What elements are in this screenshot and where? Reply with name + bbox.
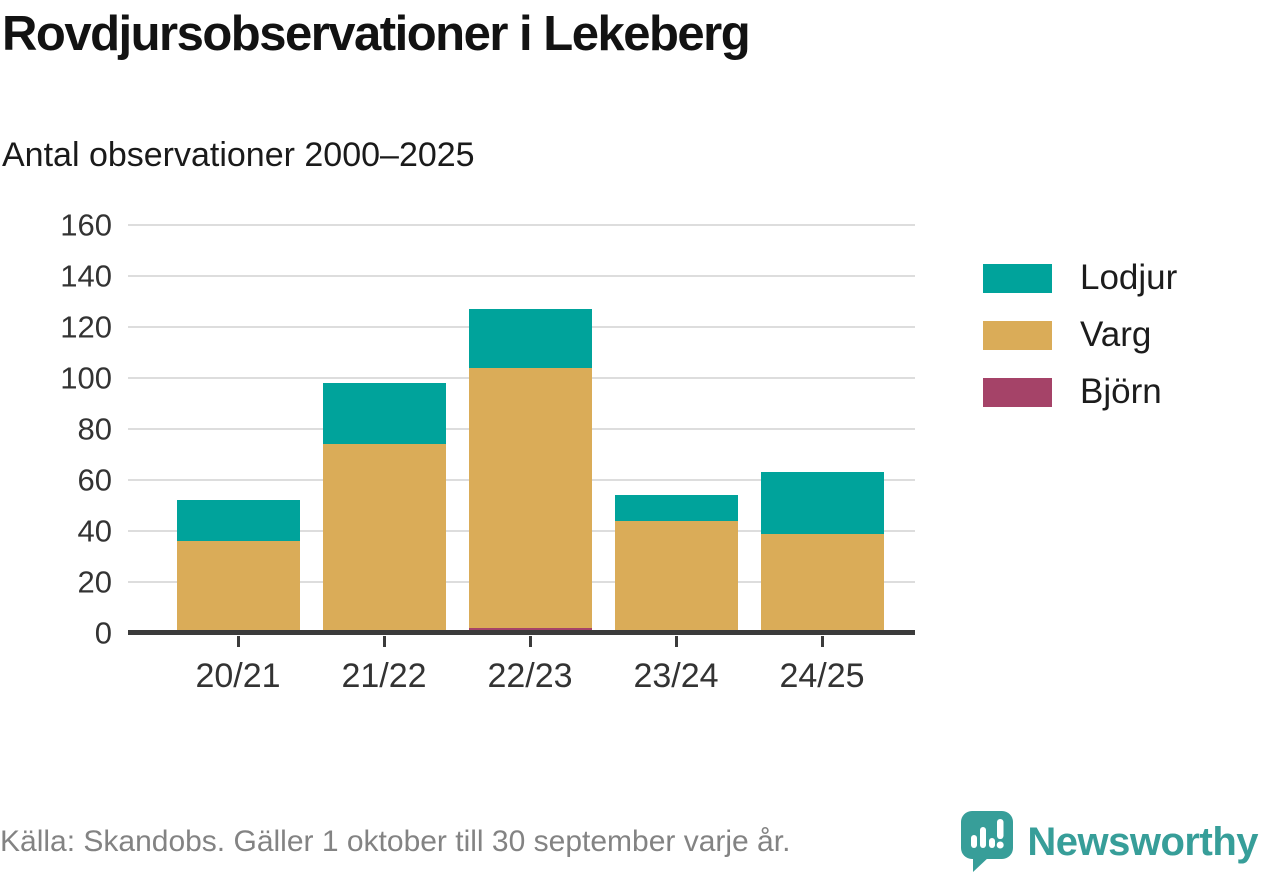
x-axis-tick bbox=[382, 636, 386, 647]
y-tick-label: 40 bbox=[77, 513, 112, 549]
legend-label: Lodjur bbox=[1080, 258, 1178, 297]
x-axis-line bbox=[128, 630, 915, 635]
bar-stack-23-24 bbox=[614, 495, 738, 633]
legend-item-varg: Varg bbox=[983, 315, 1177, 354]
bar-segment-varg bbox=[322, 444, 446, 631]
legend-swatch bbox=[983, 320, 1052, 350]
bar-segment-lodjur bbox=[322, 383, 446, 445]
chart-title: Rovdjursobservationer i Lekeberg bbox=[2, 7, 751, 61]
legend-label: Björn bbox=[1080, 372, 1162, 411]
bar-segment-varg bbox=[760, 533, 884, 633]
bar-segment-lodjur bbox=[760, 472, 884, 534]
x-tick-label: 20/21 bbox=[195, 657, 281, 695]
x-axis-tick bbox=[674, 636, 678, 647]
gridline bbox=[128, 275, 915, 277]
x-axis-labels: 20/21 21/22 22/23 23/24 24/25 bbox=[128, 657, 915, 703]
source-note: Källa: Skandobs. Gäller 1 oktober till 3… bbox=[0, 825, 791, 858]
brand-logo: Newsworthy bbox=[961, 811, 1258, 873]
legend-item-lodjur: Lodjur bbox=[983, 258, 1177, 297]
x-tick-label: 22/23 bbox=[487, 657, 573, 695]
x-axis-tick bbox=[528, 636, 532, 647]
stacked-bar-chart: 0 20 40 60 80 100 120 140 160 20/21 21/22 22/23 23/… bbox=[0, 210, 950, 720]
legend-item-bjorn: Björn bbox=[983, 372, 1177, 411]
bar-segment-varg bbox=[468, 367, 592, 628]
x-tick-label: 21/22 bbox=[341, 657, 427, 695]
legend-label: Varg bbox=[1080, 315, 1152, 354]
bar-stack-21-22 bbox=[322, 383, 446, 633]
y-tick-label: 140 bbox=[60, 258, 112, 294]
y-tick-label: 20 bbox=[77, 564, 112, 600]
bar-segment-lodjur bbox=[176, 500, 300, 542]
footer: Källa: Skandobs. Gäller 1 oktober till 3… bbox=[0, 811, 1258, 873]
y-tick-label: 160 bbox=[60, 207, 112, 243]
plot-area bbox=[128, 224, 915, 647]
bar-segment-lodjur bbox=[468, 309, 592, 368]
bar-stack-24-25 bbox=[760, 472, 884, 633]
y-tick-label: 100 bbox=[60, 360, 112, 396]
legend: Lodjur Varg Björn bbox=[983, 258, 1177, 434]
bar-stack-22-23 bbox=[468, 309, 592, 633]
bar-segment-lodjur bbox=[614, 495, 738, 521]
x-tick-label: 24/25 bbox=[779, 657, 865, 695]
y-tick-label: 120 bbox=[60, 309, 112, 345]
newsworthy-logo-icon bbox=[961, 811, 1014, 872]
legend-swatch bbox=[983, 377, 1052, 407]
brand-name: Newsworthy bbox=[1027, 819, 1258, 864]
legend-swatch bbox=[983, 263, 1052, 293]
gridline bbox=[128, 224, 915, 226]
chart-subtitle: Antal observationer 2000–2025 bbox=[2, 136, 475, 174]
y-tick-label: 0 bbox=[94, 615, 112, 651]
y-tick-label: 60 bbox=[77, 462, 112, 498]
bar-segment-varg bbox=[614, 520, 738, 633]
bar-segment-varg bbox=[176, 541, 300, 633]
x-tick-label: 23/24 bbox=[633, 657, 719, 695]
x-axis-tick bbox=[236, 636, 240, 647]
x-axis-tick bbox=[820, 636, 824, 647]
y-tick-label: 80 bbox=[77, 411, 112, 447]
y-axis-labels: 0 20 40 60 80 100 120 140 160 bbox=[0, 210, 112, 649]
bar-stack-20-21 bbox=[176, 500, 300, 633]
